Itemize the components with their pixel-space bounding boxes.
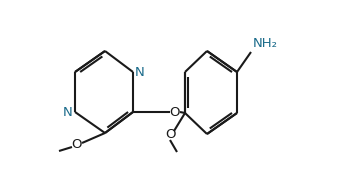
Text: N: N <box>63 105 73 118</box>
Text: N: N <box>135 66 145 79</box>
Text: NH₂: NH₂ <box>253 37 278 50</box>
Text: O: O <box>165 129 175 142</box>
Text: O: O <box>170 105 180 118</box>
Text: O: O <box>72 138 82 151</box>
